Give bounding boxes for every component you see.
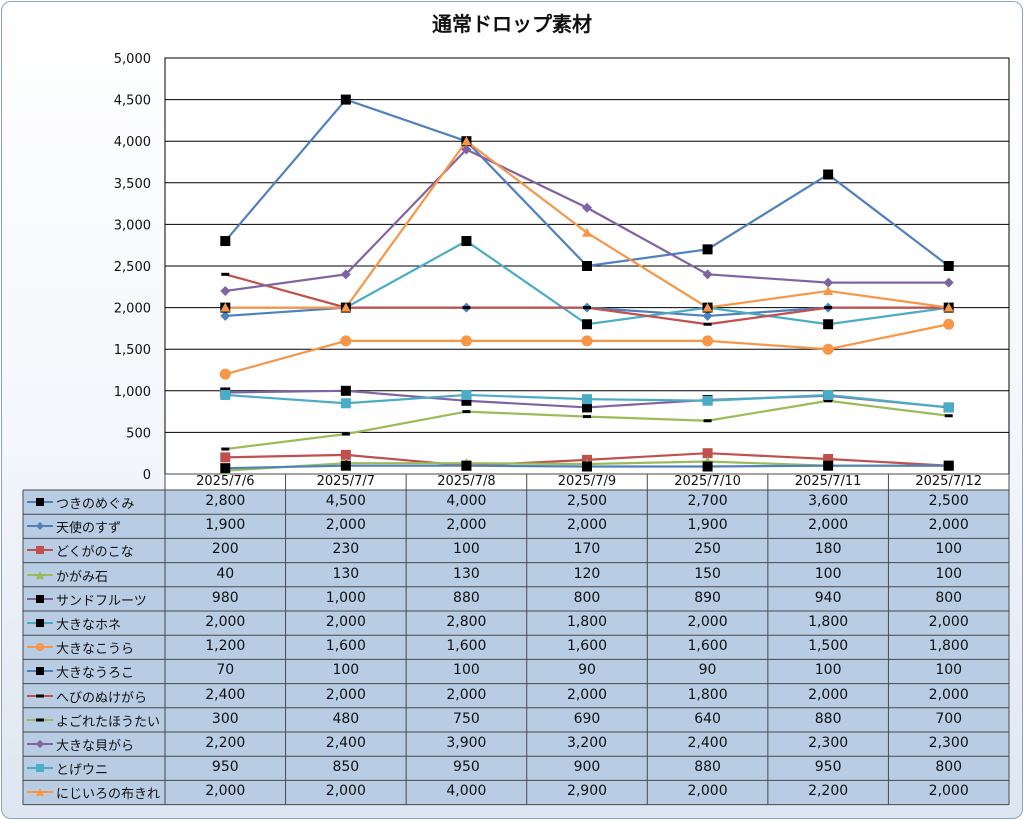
- data-point: [461, 236, 472, 247]
- data-point: [943, 318, 955, 330]
- data-point: [823, 454, 834, 465]
- data-point: [582, 461, 592, 472]
- data-point: [340, 460, 351, 471]
- y-tick-label: 3,500: [114, 177, 151, 192]
- data-point: [823, 460, 834, 471]
- data-point: [340, 335, 352, 347]
- y-tick-label: 4,500: [114, 94, 151, 109]
- data-point: [220, 389, 231, 400]
- y-tick-label: 2,500: [114, 260, 151, 275]
- data-point: [461, 144, 472, 155]
- data-point: [702, 302, 713, 312]
- data-point: [703, 419, 712, 423]
- table-header: [165, 474, 1009, 490]
- data-point: [943, 402, 954, 413]
- data-point: [823, 389, 834, 400]
- data-point: [702, 310, 713, 321]
- data-point: [460, 335, 472, 347]
- data-point: [824, 306, 833, 310]
- data-point: [220, 236, 231, 247]
- data-point: [583, 306, 591, 310]
- data-point: [824, 399, 833, 403]
- data-point: [220, 310, 231, 321]
- data-point: [462, 410, 471, 414]
- y-tick-label: 1,500: [114, 343, 151, 358]
- data-point: [823, 169, 834, 180]
- data-point: [822, 343, 834, 355]
- data-point: [702, 335, 714, 347]
- data-point: [461, 389, 472, 400]
- data-point: [461, 460, 472, 471]
- data-point: [943, 302, 954, 312]
- data-point: [340, 449, 351, 460]
- data-point: [220, 285, 231, 296]
- y-tick-label: 2,000: [114, 302, 151, 317]
- y-tick-label: 500: [126, 426, 151, 441]
- y-tick-label: 0: [143, 468, 151, 483]
- data-point: [823, 285, 834, 295]
- data-point: [943, 460, 954, 471]
- data-point: [220, 463, 231, 474]
- data-point: [582, 227, 592, 237]
- data-point: [221, 447, 230, 451]
- data-point: [220, 302, 231, 312]
- data-point: [461, 136, 472, 146]
- data-point: [221, 272, 230, 276]
- data-point: [340, 398, 351, 409]
- chart-title: 通常ドロップ素材: [432, 12, 592, 36]
- data-point: [702, 244, 713, 255]
- data-point: [582, 319, 592, 330]
- data-point: [702, 269, 713, 280]
- data-point: [462, 306, 471, 310]
- data-point: [582, 202, 592, 213]
- data-point: [944, 414, 953, 418]
- data-point: [702, 448, 713, 459]
- table-body: [23, 490, 1009, 805]
- data-point: [581, 335, 593, 347]
- data-point: [340, 385, 351, 396]
- data-point: [582, 394, 592, 405]
- y-tick-label: 4,000: [114, 135, 151, 150]
- data-point: [703, 322, 712, 326]
- data-point: [340, 269, 351, 280]
- y-tick-label: 3,000: [114, 218, 151, 233]
- data-point: [702, 395, 713, 406]
- data-point: [220, 452, 231, 463]
- data-point: [823, 277, 834, 288]
- data-point: [219, 368, 231, 380]
- data-point: [461, 395, 472, 406]
- data-point: [943, 277, 954, 288]
- data-point: [341, 432, 350, 436]
- data-point: [340, 94, 351, 105]
- data-point: [702, 461, 713, 472]
- data-point: [583, 415, 591, 419]
- data-point: [943, 261, 954, 271]
- data-point: [582, 402, 592, 413]
- y-tick-label: 1,000: [114, 385, 151, 400]
- data-point: [823, 319, 834, 330]
- data-point: [582, 261, 592, 271]
- data-point: [340, 302, 351, 312]
- y-tick-label: 5,000: [114, 52, 151, 67]
